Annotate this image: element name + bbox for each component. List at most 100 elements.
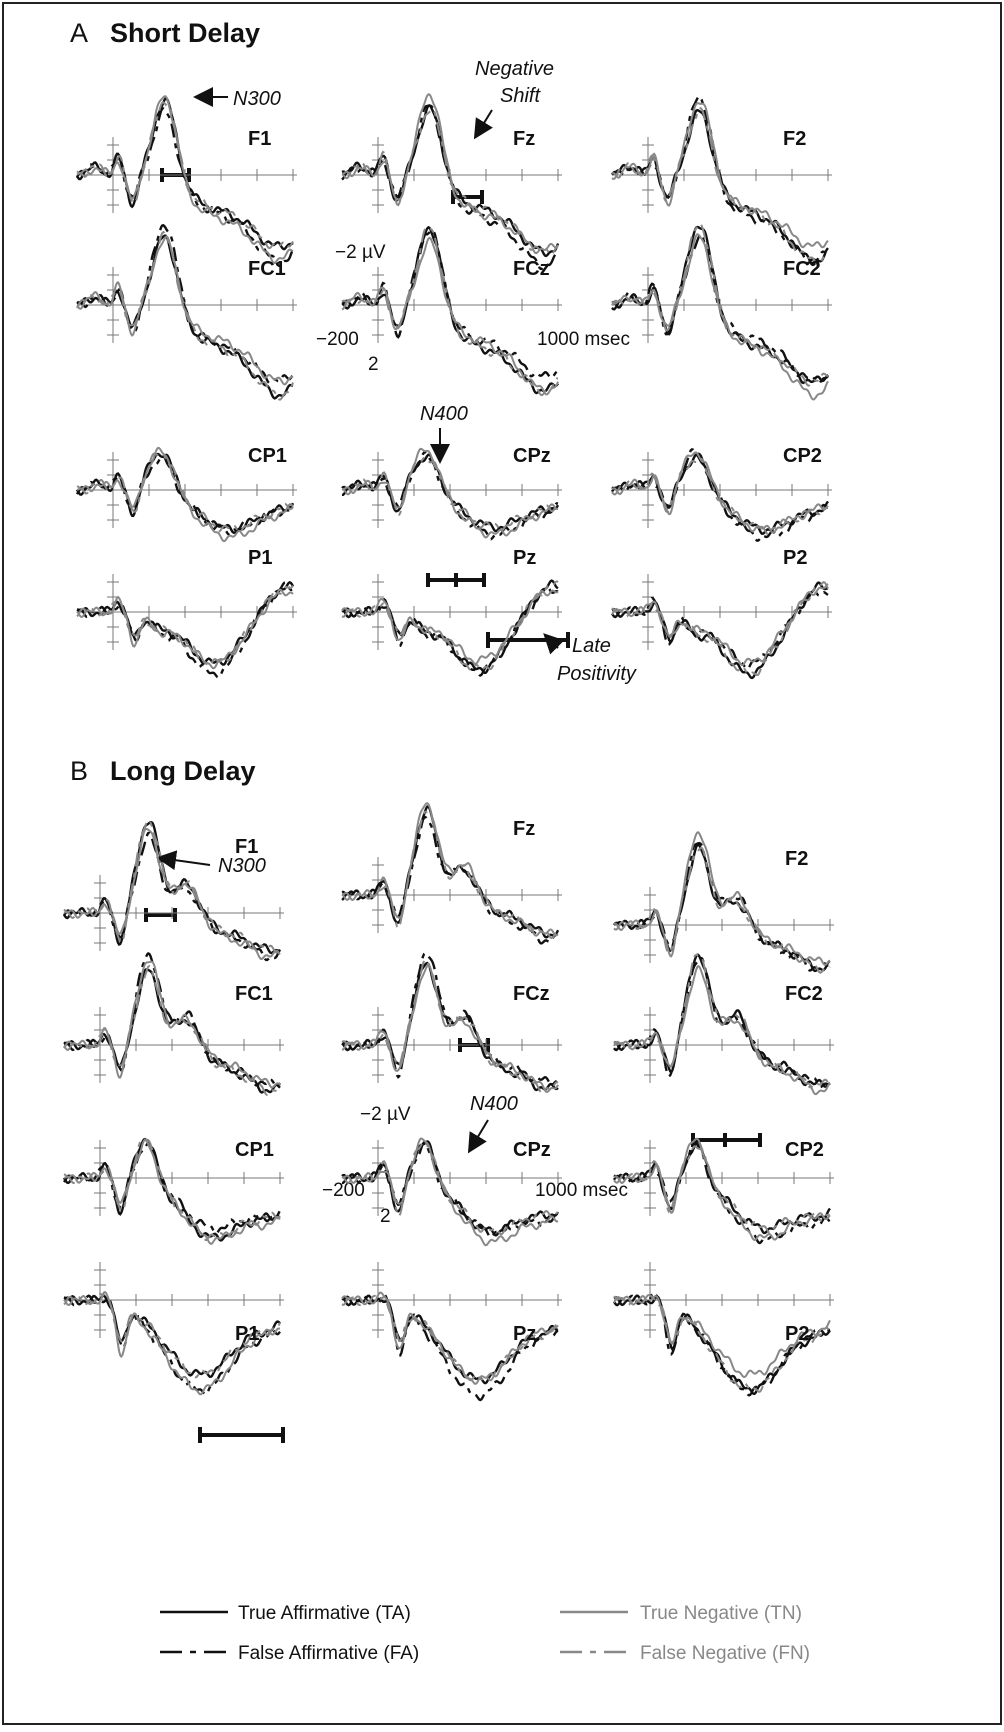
waveform (341, 93, 559, 255)
electrode-plot: CPz (341, 445, 562, 541)
waveform (75, 107, 295, 268)
electrode-label: FC2 (785, 983, 823, 1005)
annotation: Positivity (557, 663, 637, 685)
waveform (611, 448, 829, 542)
waveform (613, 964, 831, 1096)
waveform (63, 960, 280, 1089)
annotation: N400 (470, 1093, 518, 1115)
electrode-plot: FCz (341, 951, 562, 1094)
electrode-label: FC1 (248, 258, 286, 280)
electrode-label: FC2 (783, 258, 821, 280)
waveform (341, 589, 559, 665)
annotation: N300 (233, 88, 281, 110)
arrow (156, 850, 211, 871)
annotation: Late (572, 635, 611, 657)
waveform (341, 810, 558, 940)
waveform (341, 108, 559, 256)
waveform (63, 1138, 281, 1241)
electrode-label: FCz (513, 983, 550, 1005)
waveform (63, 951, 281, 1088)
waveform (76, 585, 294, 667)
legend-entry: True Affirmative (TA) (238, 1603, 411, 1624)
waveform (76, 230, 294, 401)
electrode-plot: Fz (341, 93, 562, 271)
electrode-plot: FC2 (611, 222, 832, 401)
electrode-plot: CP1 (75, 445, 297, 543)
electrode-label: Fz (513, 818, 535, 840)
waveform (63, 827, 281, 961)
electrode-plot: P1 (76, 547, 297, 679)
waveform (613, 1295, 831, 1393)
waveform (76, 101, 294, 250)
waveform (341, 104, 559, 271)
waveform (613, 1145, 831, 1234)
waveform (63, 1292, 281, 1379)
waveform (63, 1141, 282, 1235)
electrode-plot: CP1 (62, 1137, 284, 1246)
brackets (144, 168, 762, 1443)
electrode-label: CP1 (235, 1139, 274, 1161)
electrode-label: Pz (513, 547, 536, 569)
electrode-label: Pz (513, 1323, 536, 1345)
scale-label: −2 µV (335, 242, 386, 263)
electrode-label: F1 (235, 836, 258, 858)
electrode-label: F1 (248, 128, 271, 150)
annotation: Shift (500, 85, 541, 107)
electrode-plot: F1 (62, 819, 284, 962)
electrode-plot: F2 (610, 94, 832, 267)
electrode-label: P1 (235, 1323, 259, 1345)
waveform (341, 456, 559, 532)
waveform (63, 1290, 280, 1396)
electrode-plot: FC1 (76, 224, 297, 401)
waveform (341, 802, 559, 937)
electrode-plot: Fz (341, 802, 562, 945)
waveform (75, 453, 295, 536)
scale-label: 1000 msec (537, 329, 630, 350)
electrode-label: F2 (785, 848, 808, 870)
electrode-plot: F1 (75, 95, 297, 268)
electrode-plot: CP2 (612, 1137, 834, 1245)
scale-label: −2 µV (360, 1104, 411, 1125)
electrode-label: FC1 (235, 983, 273, 1005)
arrow (467, 1119, 489, 1154)
waveform (341, 815, 559, 945)
electrode-plot: Pz (341, 547, 562, 677)
waveform (611, 583, 829, 667)
waveform (341, 580, 559, 671)
waveform (613, 954, 831, 1089)
electrode-plot: P1 (63, 1262, 284, 1396)
electrode-plot: P2 (612, 1262, 834, 1397)
waveform (341, 963, 559, 1093)
waveform (341, 1294, 559, 1382)
waveform (63, 1294, 281, 1396)
annotation: Negative (475, 58, 554, 80)
waveform (341, 1137, 559, 1247)
electrode-plot: CP2 (610, 445, 832, 542)
panel-title: Short Delay (110, 18, 260, 48)
scale-label: 1000 msec (535, 1180, 628, 1201)
waveform (62, 831, 282, 962)
scale-label: 2 (380, 1206, 391, 1227)
scale-label: 2 (368, 354, 379, 375)
annotation: N300 (218, 855, 266, 877)
electrode-plot: FC2 (613, 953, 834, 1096)
legend-entry: False Negative (FN) (640, 1643, 810, 1664)
waveform (63, 964, 281, 1097)
waveform (341, 226, 559, 397)
waveform (341, 805, 560, 939)
panel-title: Long Delay (110, 756, 256, 786)
scale-label: −200 (322, 1180, 365, 1201)
waveform (611, 457, 829, 536)
scale-label: −200 (316, 329, 359, 350)
panel-label: B (70, 756, 88, 786)
electrode-label: CP2 (783, 445, 822, 467)
electrode-label: P2 (785, 1323, 809, 1345)
panel-label: A (70, 18, 88, 48)
legend: True Affirmative (TA) True Negative (TN)… (160, 1603, 810, 1664)
electrode-label: CP1 (248, 445, 287, 467)
waveform (76, 588, 294, 670)
legend-entry: False Affirmative (FA) (238, 1643, 419, 1664)
electrode-label: CPz (513, 1139, 551, 1161)
waveform (613, 846, 831, 974)
